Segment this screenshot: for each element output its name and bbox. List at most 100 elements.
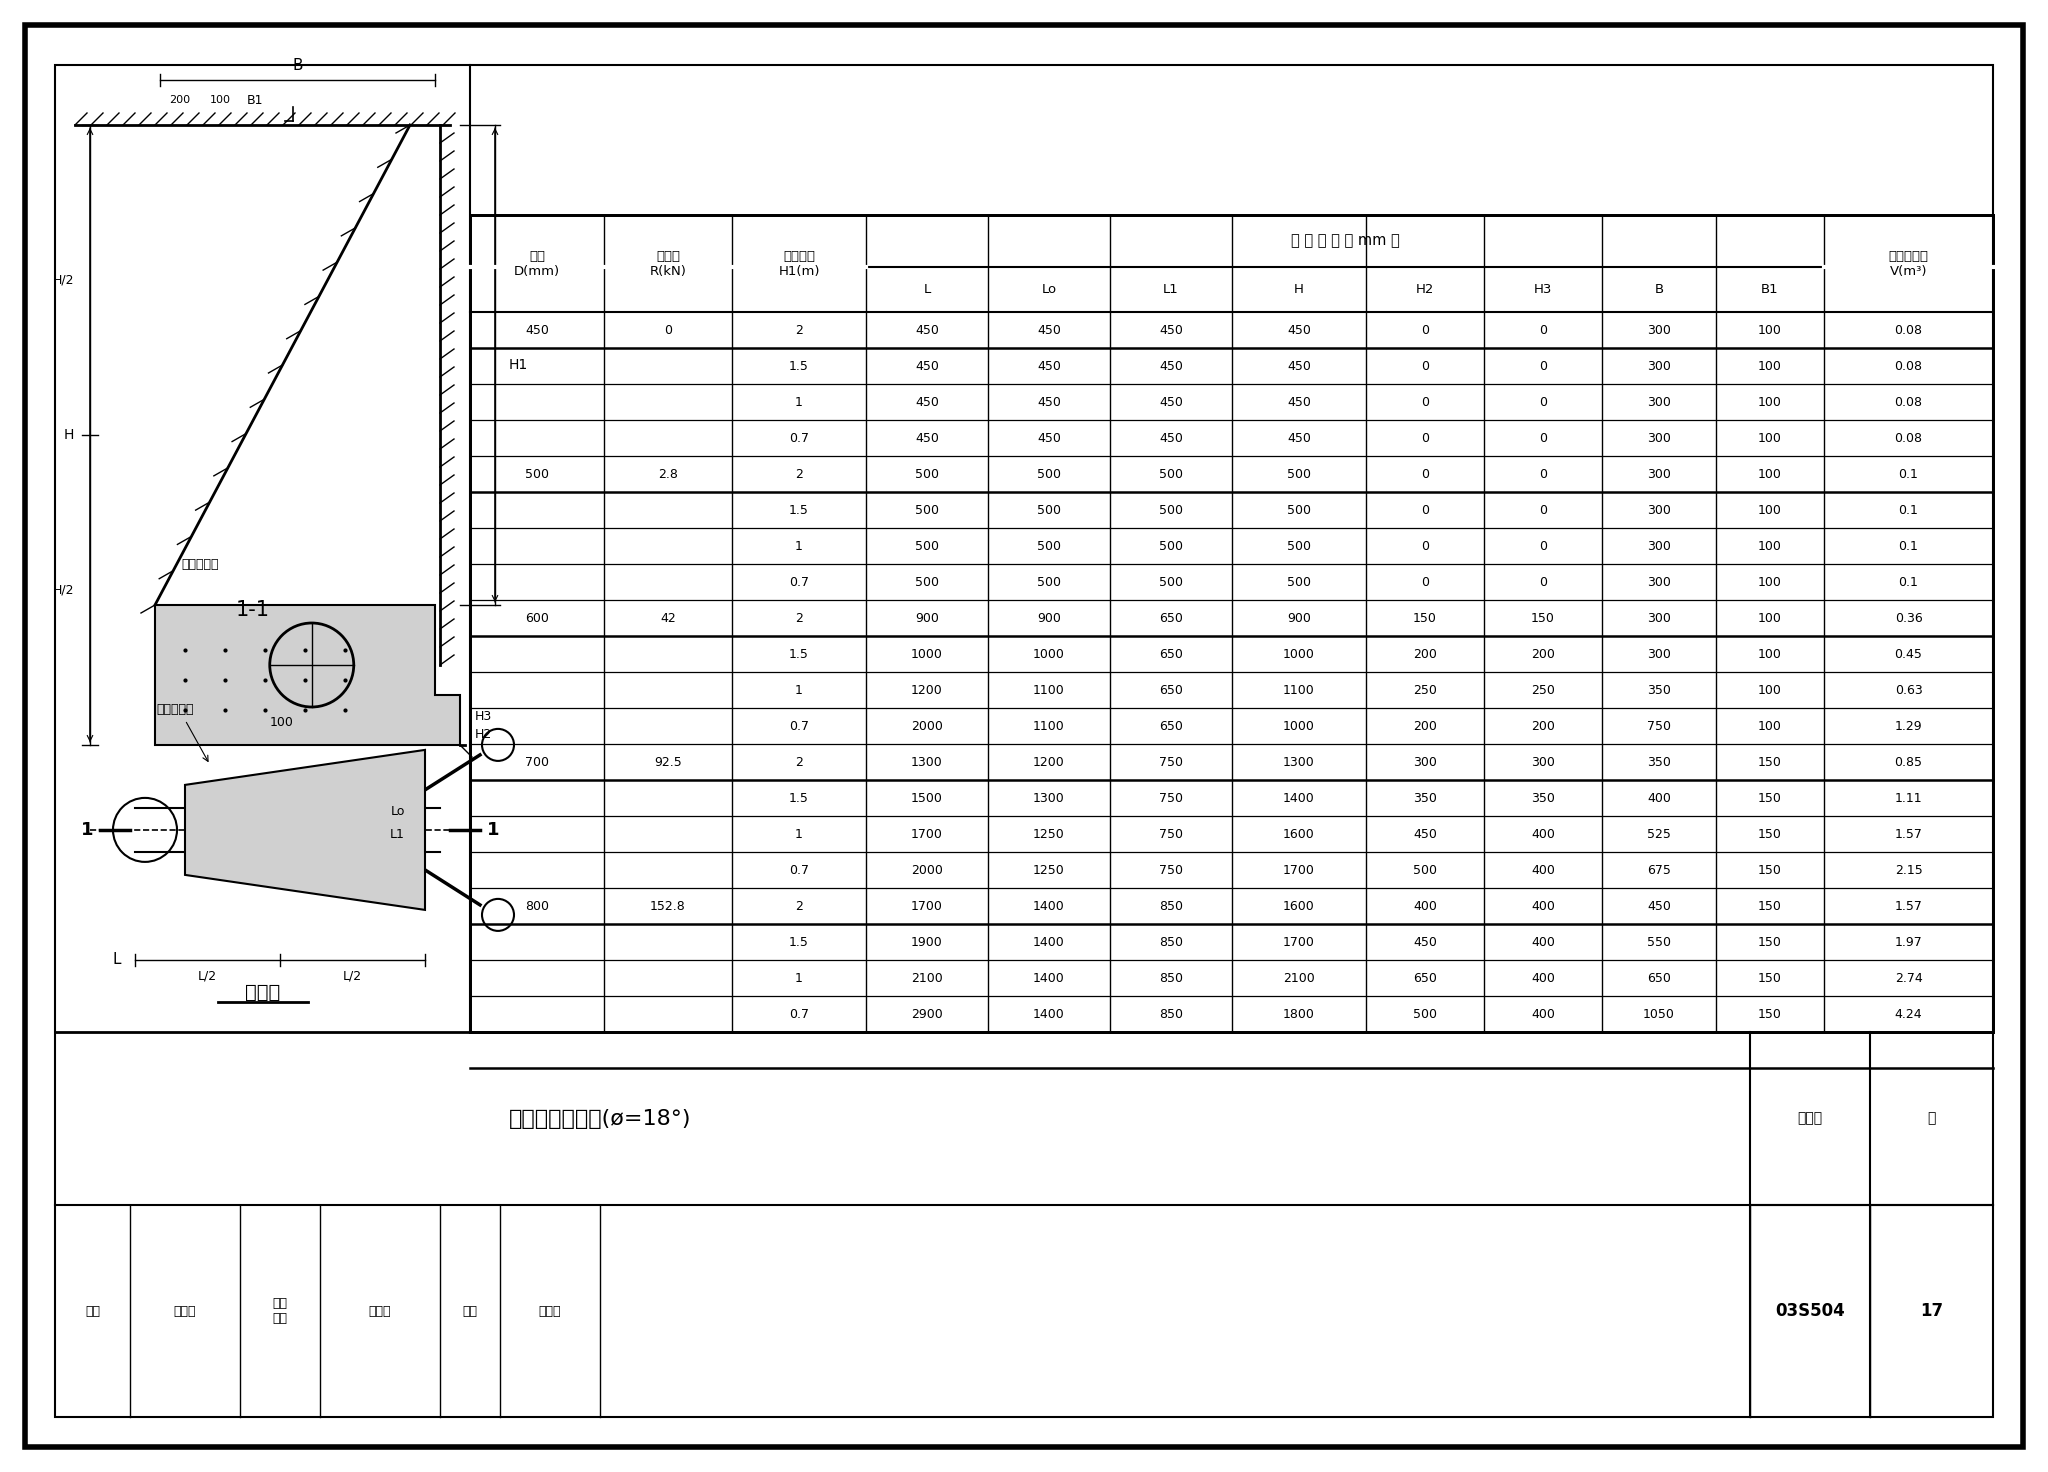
Text: 500: 500 [915, 468, 938, 480]
Text: 0.08: 0.08 [1894, 359, 1923, 372]
Text: 500: 500 [1286, 540, 1311, 552]
Text: 450: 450 [915, 396, 938, 409]
Text: 450: 450 [1286, 359, 1311, 372]
Text: 650: 650 [1647, 972, 1671, 985]
Text: 300: 300 [1647, 503, 1671, 517]
Text: 1100: 1100 [1284, 683, 1315, 696]
Text: 0.1: 0.1 [1898, 540, 1919, 552]
Text: 450: 450 [1413, 827, 1438, 841]
Text: 平面图: 平面图 [246, 982, 281, 1001]
Text: 0: 0 [664, 324, 672, 337]
Text: 2: 2 [795, 755, 803, 768]
Text: 500: 500 [1159, 468, 1184, 480]
Text: 1700: 1700 [1282, 936, 1315, 948]
Text: 2900: 2900 [911, 1007, 942, 1020]
Text: 100: 100 [1757, 720, 1782, 733]
Text: 0.08: 0.08 [1894, 431, 1923, 445]
Text: 1200: 1200 [911, 683, 942, 696]
Text: 450: 450 [1036, 324, 1061, 337]
Text: 0.08: 0.08 [1894, 324, 1923, 337]
Text: 1.5: 1.5 [788, 503, 809, 517]
Text: 850: 850 [1159, 899, 1184, 913]
Text: 400: 400 [1532, 1007, 1554, 1020]
Text: 150: 150 [1757, 792, 1782, 805]
Text: 0.7: 0.7 [788, 720, 809, 733]
Text: 300: 300 [1647, 359, 1671, 372]
Text: 混凝土用量
V(m³): 混凝土用量 V(m³) [1888, 249, 1929, 278]
Text: 1400: 1400 [1284, 792, 1315, 805]
Text: 1.5: 1.5 [788, 648, 809, 661]
Text: 管顶覆土
H1(m): 管顶覆土 H1(m) [778, 249, 819, 278]
Text: 500: 500 [1159, 540, 1184, 552]
Text: 450: 450 [1036, 359, 1061, 372]
Text: 0: 0 [1538, 468, 1546, 480]
Text: 1700: 1700 [911, 899, 942, 913]
Text: 500: 500 [1286, 576, 1311, 589]
Text: 300: 300 [1647, 468, 1671, 480]
Text: 900: 900 [915, 611, 938, 624]
Text: H3: H3 [1534, 283, 1552, 296]
Text: 500: 500 [1286, 503, 1311, 517]
Text: 1: 1 [80, 821, 92, 839]
Text: 贴油毛一层: 贴油毛一层 [182, 558, 219, 571]
Text: 500: 500 [1159, 503, 1184, 517]
Text: 0.7: 0.7 [788, 864, 809, 876]
Text: H1: H1 [510, 358, 528, 372]
Text: 150: 150 [1757, 827, 1782, 841]
Text: 1: 1 [487, 821, 500, 839]
Text: 450: 450 [915, 324, 938, 337]
Text: L: L [113, 952, 121, 967]
Text: 1: 1 [795, 827, 803, 841]
Text: 600: 600 [524, 611, 549, 624]
Text: 1-1: 1-1 [236, 599, 270, 620]
Text: 650: 650 [1159, 611, 1184, 624]
Text: 150: 150 [1413, 611, 1438, 624]
Text: H2: H2 [475, 729, 492, 742]
Text: 500: 500 [915, 576, 938, 589]
Text: 152.8: 152.8 [649, 899, 686, 913]
Text: 750: 750 [1159, 827, 1184, 841]
Text: 200: 200 [1413, 720, 1438, 733]
Text: 100: 100 [1757, 431, 1782, 445]
Text: 2: 2 [795, 899, 803, 913]
Text: 0.36: 0.36 [1894, 611, 1923, 624]
Text: L/2: L/2 [199, 970, 217, 982]
Text: 500: 500 [915, 503, 938, 517]
Text: 2100: 2100 [1284, 972, 1315, 985]
Text: 92.5: 92.5 [653, 755, 682, 768]
Text: 2.74: 2.74 [1894, 972, 1923, 985]
Text: 400: 400 [1532, 936, 1554, 948]
Text: 0: 0 [1421, 576, 1430, 589]
Text: 650: 650 [1159, 683, 1184, 696]
Text: H/2: H/2 [53, 274, 74, 287]
Text: 1: 1 [795, 683, 803, 696]
Bar [469, 215, 1993, 1032]
Text: 1250: 1250 [1032, 827, 1065, 841]
Text: 绘图
校对: 绘图 校对 [272, 1297, 287, 1325]
Text: 750: 750 [1159, 755, 1184, 768]
Text: L1: L1 [389, 829, 406, 842]
Text: 1300: 1300 [1032, 792, 1065, 805]
Text: 900: 900 [1036, 611, 1061, 624]
Text: L1: L1 [1163, 283, 1180, 296]
Text: 150: 150 [1532, 611, 1554, 624]
Text: 支 墩 尺 寸 （ mm ）: 支 墩 尺 寸 （ mm ） [1290, 234, 1399, 249]
Text: 100: 100 [1757, 540, 1782, 552]
Text: 1300: 1300 [911, 755, 942, 768]
Text: 450: 450 [1159, 359, 1184, 372]
Text: 500: 500 [524, 468, 549, 480]
Text: 1400: 1400 [1032, 972, 1065, 985]
Text: 500: 500 [1413, 864, 1438, 876]
Text: L/2: L/2 [342, 970, 362, 982]
Text: 0.1: 0.1 [1898, 468, 1919, 480]
Text: 2: 2 [795, 468, 803, 480]
Text: 2000: 2000 [911, 720, 942, 733]
Text: 0: 0 [1421, 468, 1430, 480]
Text: 1700: 1700 [911, 827, 942, 841]
Text: 宋建红: 宋建红 [539, 1304, 561, 1317]
Text: 图集号: 图集号 [1798, 1111, 1823, 1126]
Text: 200: 200 [170, 96, 190, 105]
Text: Lo: Lo [391, 805, 406, 818]
Text: 0: 0 [1538, 359, 1546, 372]
Text: 100: 100 [1757, 503, 1782, 517]
